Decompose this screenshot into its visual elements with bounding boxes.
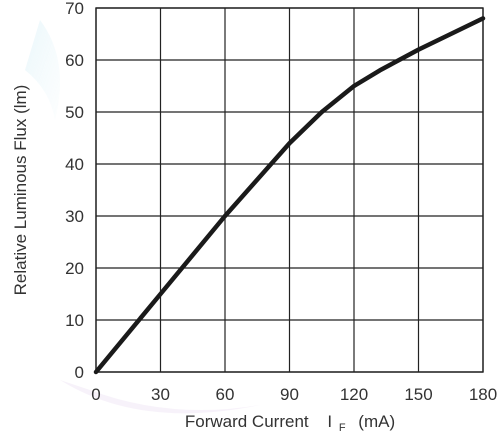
x-axis-title-unit: (mA) <box>358 412 395 431</box>
plot-frame <box>95 7 484 373</box>
x-tick-label: 60 <box>216 385 235 404</box>
y-tick-label: 40 <box>65 155 84 174</box>
x-tick-label: 150 <box>404 385 432 404</box>
y-tick-label: 60 <box>65 51 84 70</box>
y-tick-labels: 0 10 20 30 40 50 60 70 <box>65 0 84 382</box>
grid <box>95 7 484 373</box>
x-axis-title-subscript: F <box>339 422 346 434</box>
y-tick-label: 0 <box>75 363 84 382</box>
x-tick-label: 90 <box>280 385 299 404</box>
x-tick-label: 180 <box>469 385 497 404</box>
y-tick-label: 10 <box>65 311 84 330</box>
series-line <box>93 16 486 375</box>
y-tick-label: 30 <box>65 207 84 226</box>
y-axis-title: Relative Luminous Flux (lm) <box>11 85 30 296</box>
y-tick-label: 50 <box>65 103 84 122</box>
x-axis-title-symbol: I <box>327 412 332 431</box>
x-tick-label: 120 <box>340 385 368 404</box>
x-axis-title: Forward Current I F (mA) <box>185 412 395 435</box>
y-tick-label: 20 <box>65 259 84 278</box>
x-axis-title-text: Forward Current <box>185 412 309 431</box>
series-layer <box>93 16 486 375</box>
y-tick-label: 70 <box>65 0 84 18</box>
watermark <box>25 20 260 414</box>
x-tick-label: 0 <box>91 385 100 404</box>
x-tick-labels: 0 30 60 90 120 150 180 <box>91 385 497 404</box>
x-tick-label: 30 <box>151 385 170 404</box>
